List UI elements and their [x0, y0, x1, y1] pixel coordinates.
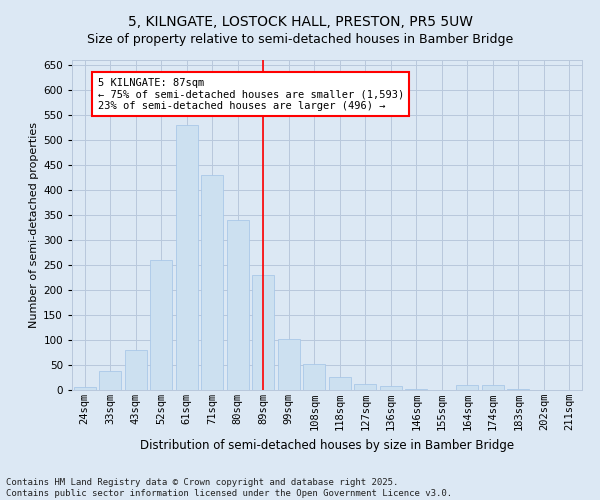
Bar: [380, 386, 401, 390]
Bar: [278, 338, 299, 390]
Bar: [227, 220, 248, 390]
Bar: [355, 384, 376, 390]
Bar: [457, 385, 478, 390]
Bar: [406, 388, 427, 390]
Bar: [74, 387, 95, 390]
Bar: [202, 175, 223, 390]
Text: 5, KILNGATE, LOSTOCK HALL, PRESTON, PR5 5UW: 5, KILNGATE, LOSTOCK HALL, PRESTON, PR5 …: [128, 15, 473, 29]
Bar: [151, 260, 172, 390]
Bar: [176, 125, 197, 390]
X-axis label: Distribution of semi-detached houses by size in Bamber Bridge: Distribution of semi-detached houses by …: [140, 438, 514, 452]
Bar: [304, 364, 325, 390]
Text: Size of property relative to semi-detached houses in Bamber Bridge: Size of property relative to semi-detach…: [87, 32, 513, 46]
Text: 5 KILNGATE: 87sqm
← 75% of semi-detached houses are smaller (1,593)
23% of semi-: 5 KILNGATE: 87sqm ← 75% of semi-detached…: [97, 78, 404, 110]
Bar: [329, 376, 350, 390]
Bar: [125, 350, 146, 390]
Text: Contains HM Land Registry data © Crown copyright and database right 2025.
Contai: Contains HM Land Registry data © Crown c…: [6, 478, 452, 498]
Bar: [100, 371, 121, 390]
Bar: [482, 385, 503, 390]
Y-axis label: Number of semi-detached properties: Number of semi-detached properties: [29, 122, 39, 328]
Bar: [253, 275, 274, 390]
Bar: [508, 389, 529, 390]
